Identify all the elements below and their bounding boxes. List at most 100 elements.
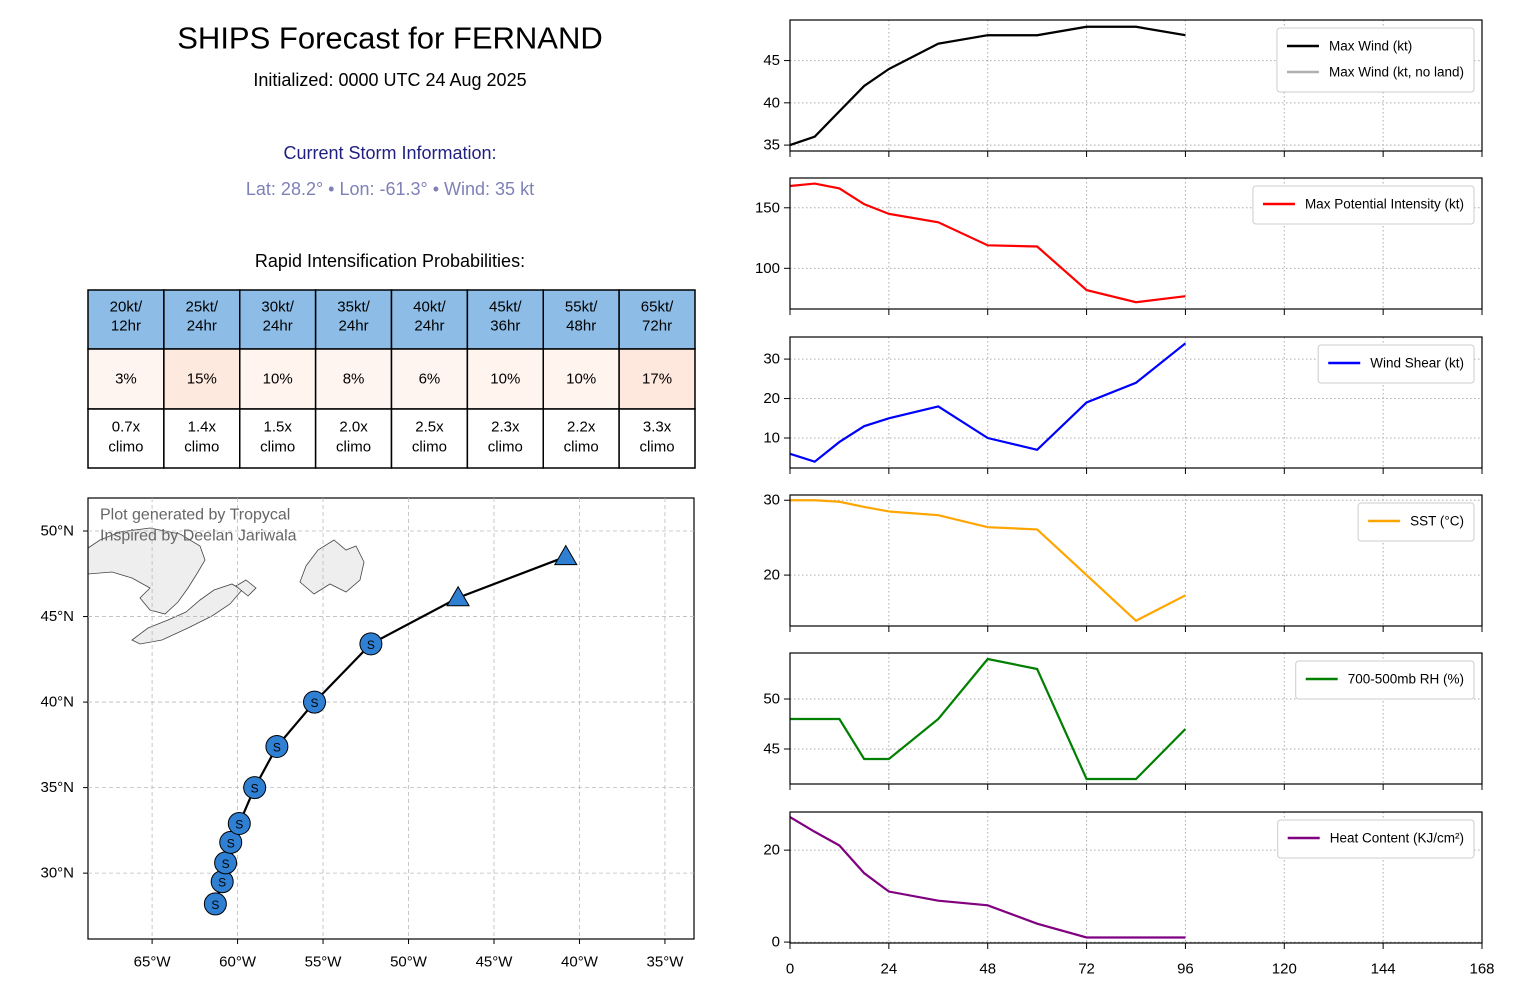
legend-label: Max Wind (kt, no land) — [1329, 65, 1464, 80]
panel-frame — [789, 811, 1483, 944]
x-tick-label: 65°W — [134, 954, 172, 971]
climo-cell — [314, 408, 393, 469]
y-tick-label: 20 — [763, 567, 780, 584]
legend-label: Max Potential Intensity (kt) — [1305, 197, 1464, 212]
header-text: 45kt/ — [489, 299, 522, 316]
point-label: S — [218, 876, 226, 890]
y-tick-label: 35°N — [40, 779, 74, 796]
header-cell — [314, 289, 393, 350]
y-tick-label: 45 — [763, 52, 780, 69]
legend-box — [1357, 502, 1475, 542]
point-label: S — [367, 638, 375, 652]
y-tick-label: 20 — [763, 842, 780, 859]
track-point — [227, 812, 251, 836]
y-tick-label: 45 — [763, 741, 780, 758]
x-tick-label: 96 — [1177, 961, 1194, 978]
legend: 700-500mb RH (%) — [1295, 660, 1475, 700]
title: SHIPS Forecast for FERNAND — [177, 21, 602, 56]
legend-label: Heat Content (KJ/cm²) — [1330, 831, 1464, 846]
prob-text: 10% — [490, 371, 520, 388]
ri-table: 20kt/12hr 3% 0.7x climo 25kt/24hr 15% 1.4x clim… — [87, 289, 696, 469]
storm-heading: Current Storm Information: — [283, 143, 496, 163]
storm-details: Lat: 28.2° • Lon: -61.3° • Wind: 35 kt — [246, 179, 534, 199]
climo-text: climo — [108, 439, 143, 456]
panel-frame — [789, 494, 1483, 627]
track-line — [214, 555, 567, 905]
prob-cell — [542, 348, 620, 410]
prob-text: 10% — [566, 371, 596, 388]
header-cell — [542, 289, 620, 350]
prob-text: 3% — [115, 371, 137, 388]
point-label: S — [211, 898, 219, 912]
prob-cell — [390, 348, 469, 410]
prob-text: 6% — [419, 371, 441, 388]
climo-text: 2.3x — [491, 419, 520, 436]
legend-box — [1317, 344, 1475, 384]
panel-frame — [789, 19, 1483, 152]
legend-box — [1295, 660, 1475, 700]
y-tick-label: 45°N — [40, 608, 74, 625]
y-tick-label: 30 — [763, 492, 780, 509]
legend-label: SST (°C) — [1410, 514, 1464, 529]
y-tick-label: 100 — [755, 260, 780, 277]
header-text: 20kt/ — [110, 299, 143, 316]
climo-text: climo — [488, 439, 523, 456]
header-text: 25kt/ — [186, 299, 219, 316]
point-label: S — [310, 696, 318, 710]
point-label: S — [251, 782, 259, 796]
climo-cell — [239, 408, 317, 469]
series-line — [789, 816, 1186, 939]
climo-cell — [163, 408, 241, 469]
track-point — [219, 830, 243, 854]
legend-label: Wind Shear (kt) — [1370, 356, 1464, 371]
y-tick-label: 50 — [763, 691, 780, 708]
x-tick-label: 35°W — [647, 954, 685, 971]
y-tick-label: 40°N — [40, 694, 74, 711]
climo-text: 3.3x — [643, 419, 672, 436]
x-tick-label: 50°W — [390, 954, 428, 971]
track-triangle — [446, 585, 470, 607]
climo-text: climo — [412, 439, 447, 456]
header-cell — [618, 289, 696, 350]
land-shape — [299, 539, 365, 595]
legend-box — [1276, 27, 1475, 93]
x-tick-label: 0 — [786, 961, 794, 978]
header-text: 55kt/ — [565, 299, 598, 316]
land — [88, 527, 365, 645]
legend-label: Max Wind (kt) — [1329, 39, 1412, 54]
x-tick-label: 120 — [1272, 961, 1297, 978]
prob-cell — [466, 348, 544, 410]
legend: Max Wind (kt) Max Wind (kt, no land) — [1276, 27, 1475, 93]
y-tick-label: 0 — [772, 934, 780, 951]
header-text: 24hr — [187, 318, 217, 335]
climo-text: climo — [564, 439, 599, 456]
y-tick-label: 30°N — [40, 865, 74, 882]
legend-box — [1252, 185, 1475, 225]
map-frame — [87, 497, 695, 940]
land-shape — [235, 579, 257, 597]
climo-text: 2.5x — [415, 419, 444, 436]
climo-cell — [466, 408, 544, 469]
header-text: 36hr — [490, 318, 520, 335]
land-shape — [88, 527, 206, 615]
annotation: Plot generated by Tropycal — [100, 507, 290, 524]
prob-cell — [239, 348, 317, 410]
y-tick-label: 150 — [755, 199, 780, 216]
climo-text: climo — [640, 439, 675, 456]
track-triangle — [553, 544, 578, 566]
point-label: S — [235, 818, 243, 832]
series-line — [789, 182, 1186, 304]
climo-text: 2.2x — [567, 419, 596, 436]
annotation: Inspired by Deelan Jariwala — [100, 528, 297, 545]
climo-text: climo — [260, 439, 295, 456]
climo-cell — [542, 408, 620, 469]
x-tick-label: 45°W — [476, 954, 514, 971]
header-text: 12hr — [111, 318, 141, 335]
x-tick-label: 60°W — [219, 954, 257, 971]
header-text: 40kt/ — [413, 299, 446, 316]
table-title: Rapid Intensification Probabilities: — [255, 251, 525, 271]
x-tick-label: 72 — [1078, 961, 1095, 978]
y-tick-label: 35 — [763, 137, 780, 154]
header-cell — [466, 289, 544, 350]
header-cell — [87, 289, 165, 350]
